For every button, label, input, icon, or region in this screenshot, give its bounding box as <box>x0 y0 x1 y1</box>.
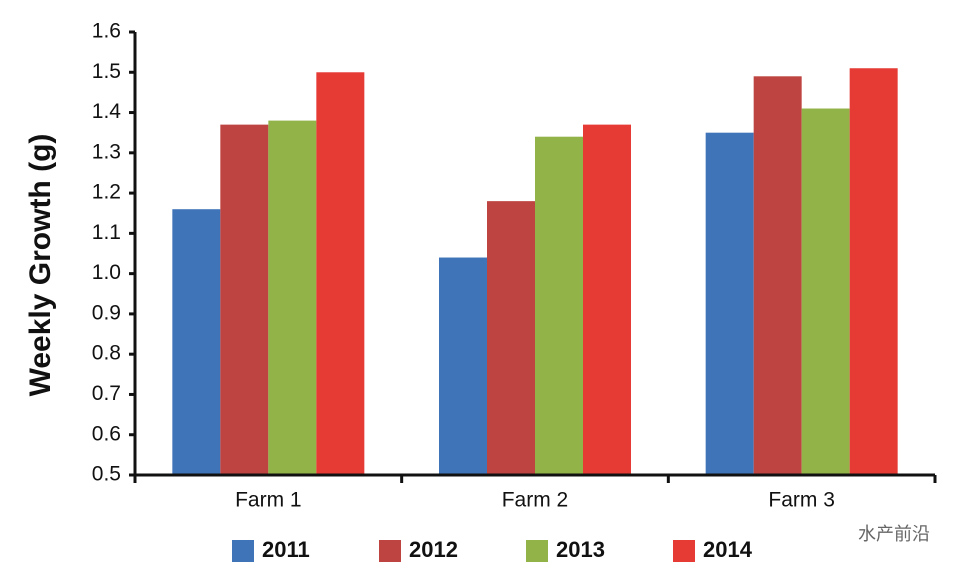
x-tick-label: Farm 1 <box>235 489 302 512</box>
legend-swatch <box>232 540 254 562</box>
y-tick-label: 0.7 <box>92 382 121 405</box>
x-tick-label: Farm 3 <box>768 489 835 512</box>
x-tick-label: Farm 2 <box>502 489 569 512</box>
y-tick-label: 0.5 <box>92 463 121 486</box>
bar <box>583 124 631 476</box>
bar <box>705 132 754 475</box>
legend-swatch <box>379 540 401 562</box>
legend-label: 2011 <box>262 537 310 562</box>
y-tick-label: 1.3 <box>92 140 121 163</box>
y-axis-label: Weekly Growth (g) <box>24 134 57 397</box>
bar <box>753 76 802 476</box>
bar <box>439 257 487 475</box>
y-tick-label: 1.4 <box>92 100 122 123</box>
legend-swatch <box>673 540 695 562</box>
legend-swatch <box>526 540 548 562</box>
y-tick-label: 0.8 <box>92 342 121 365</box>
bar <box>849 68 898 475</box>
legend-label: 2012 <box>409 537 458 562</box>
bar <box>487 201 535 476</box>
y-tick-label: 1.2 <box>92 181 121 204</box>
bar <box>172 209 221 475</box>
bar <box>801 108 850 475</box>
legend-label: 2013 <box>556 537 605 562</box>
y-tick-label: 1.1 <box>92 221 121 244</box>
bar <box>535 136 583 475</box>
bar <box>316 72 365 475</box>
watermark: 水产前沿 <box>858 524 930 544</box>
legend-label: 2014 <box>703 537 753 562</box>
y-tick-label: 0.6 <box>92 422 121 445</box>
y-tick-label: 1.0 <box>92 261 121 284</box>
bar <box>268 120 317 475</box>
bar <box>220 124 269 476</box>
y-tick-label: 1.6 <box>92 20 121 43</box>
y-tick-label: 0.9 <box>92 301 121 324</box>
y-tick-label: 1.5 <box>92 60 121 83</box>
